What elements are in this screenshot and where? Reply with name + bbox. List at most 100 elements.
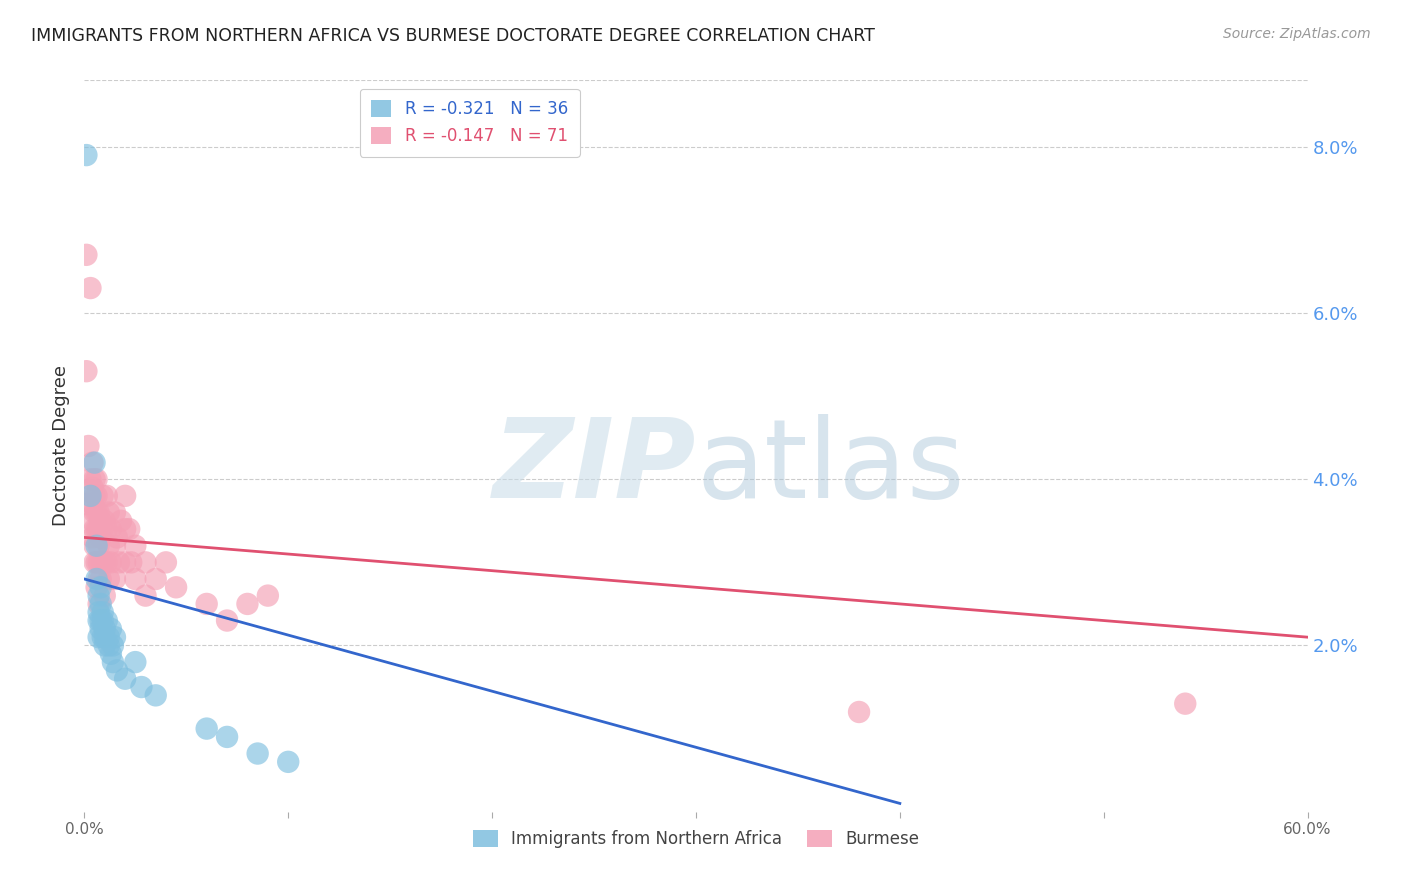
Point [100, 622, 122, 636]
Point [87, 555, 110, 569]
Point [87, 597, 110, 611]
Point [145, 689, 167, 703]
Point [82, 514, 104, 528]
Point [93, 555, 115, 569]
Point [83, 522, 105, 536]
Point [848, 705, 870, 719]
Point [277, 755, 299, 769]
Text: Source: ZipAtlas.com: Source: ZipAtlas.com [1223, 27, 1371, 41]
Point [83, 539, 105, 553]
Point [87, 572, 110, 586]
Point [257, 589, 280, 603]
Text: atlas: atlas [696, 415, 965, 522]
Point [135, 555, 157, 569]
Point [91, 555, 114, 569]
Point [104, 506, 127, 520]
Point [145, 572, 167, 586]
Point [120, 555, 142, 569]
Legend: Immigrants from Northern Africa, Burmese: Immigrants from Northern Africa, Burmese [465, 823, 927, 855]
Point [118, 522, 141, 536]
Point [100, 555, 122, 569]
Point [131, 680, 153, 694]
Point [195, 597, 218, 611]
Point [83, 456, 105, 470]
Point [90, 530, 112, 544]
Point [86, 580, 108, 594]
Point [97, 630, 120, 644]
Point [90, 597, 112, 611]
Point [101, 639, 124, 653]
Point [90, 614, 112, 628]
Point [79, 472, 101, 486]
Point [105, 530, 128, 544]
Point [82, 497, 104, 511]
Point [100, 647, 122, 661]
Point [86, 572, 108, 586]
Point [96, 614, 118, 628]
Point [93, 630, 115, 644]
Point [217, 614, 239, 628]
Point [86, 539, 108, 553]
Point [90, 580, 112, 594]
Point [86, 555, 108, 569]
Point [114, 672, 136, 686]
Y-axis label: Doctorate Degree: Doctorate Degree [52, 366, 70, 526]
Point [124, 539, 146, 553]
Point [114, 489, 136, 503]
Point [97, 506, 120, 520]
Point [87, 630, 110, 644]
Point [93, 514, 115, 528]
Point [110, 514, 132, 528]
Point [101, 655, 124, 669]
Point [124, 572, 146, 586]
Point [79, 489, 101, 503]
Text: ZIP: ZIP [492, 415, 696, 522]
Point [135, 589, 157, 603]
Point [83, 506, 105, 520]
Point [91, 614, 114, 628]
Point [86, 522, 108, 536]
Point [83, 472, 105, 486]
Point [87, 506, 110, 520]
Point [236, 597, 259, 611]
Point [83, 489, 105, 503]
Point [91, 605, 114, 619]
Point [87, 605, 110, 619]
Point [155, 555, 177, 569]
Point [75, 497, 97, 511]
Point [93, 589, 115, 603]
Point [114, 522, 136, 536]
Point [108, 555, 131, 569]
Text: IMMIGRANTS FROM NORTHERN AFRICA VS BURMESE DOCTORATE DEGREE CORRELATION CHART: IMMIGRANTS FROM NORTHERN AFRICA VS BURME… [31, 27, 875, 45]
Point [217, 730, 239, 744]
Point [96, 555, 118, 569]
Point [75, 364, 97, 378]
Point [87, 539, 110, 553]
Point [104, 630, 127, 644]
Point [86, 506, 108, 520]
Point [91, 489, 114, 503]
Point [82, 530, 104, 544]
Point [105, 664, 128, 678]
Point [86, 472, 108, 486]
Point [86, 489, 108, 503]
Point [104, 572, 127, 586]
Point [90, 622, 112, 636]
Point [100, 522, 122, 536]
Point [91, 522, 114, 536]
Point [96, 522, 118, 536]
Point [97, 639, 120, 653]
Point [77, 439, 100, 453]
Point [91, 630, 114, 644]
Point [195, 722, 218, 736]
Point [87, 589, 110, 603]
Point [97, 572, 120, 586]
Point [246, 747, 269, 761]
Point [79, 281, 101, 295]
Point [82, 456, 104, 470]
Point [97, 539, 120, 553]
Point [75, 248, 97, 262]
Point [1174, 697, 1197, 711]
Point [90, 572, 112, 586]
Point [104, 539, 127, 553]
